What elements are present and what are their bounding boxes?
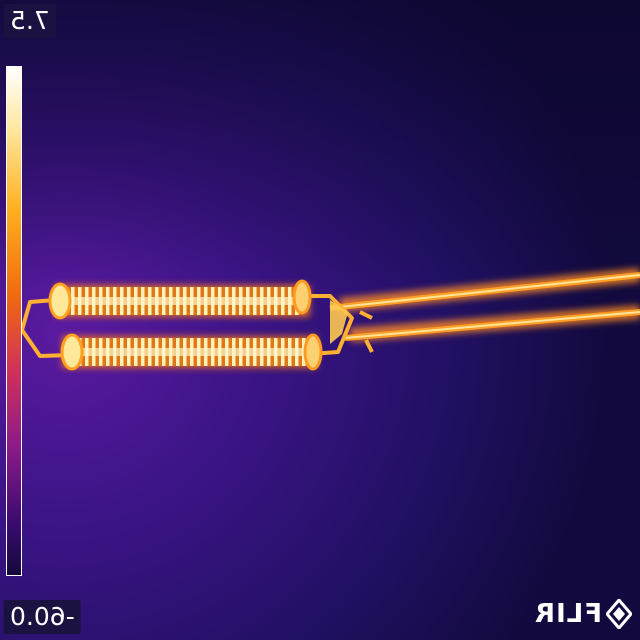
logo-text: FLIR xyxy=(533,599,602,629)
flir-logo: FLIR xyxy=(534,598,632,630)
scale-max-label: 7.5 xyxy=(4,4,56,38)
flir-diamond-icon xyxy=(606,599,632,629)
temperature-scale-bar xyxy=(6,66,22,576)
scale-min-label: -60.0 xyxy=(4,600,81,634)
